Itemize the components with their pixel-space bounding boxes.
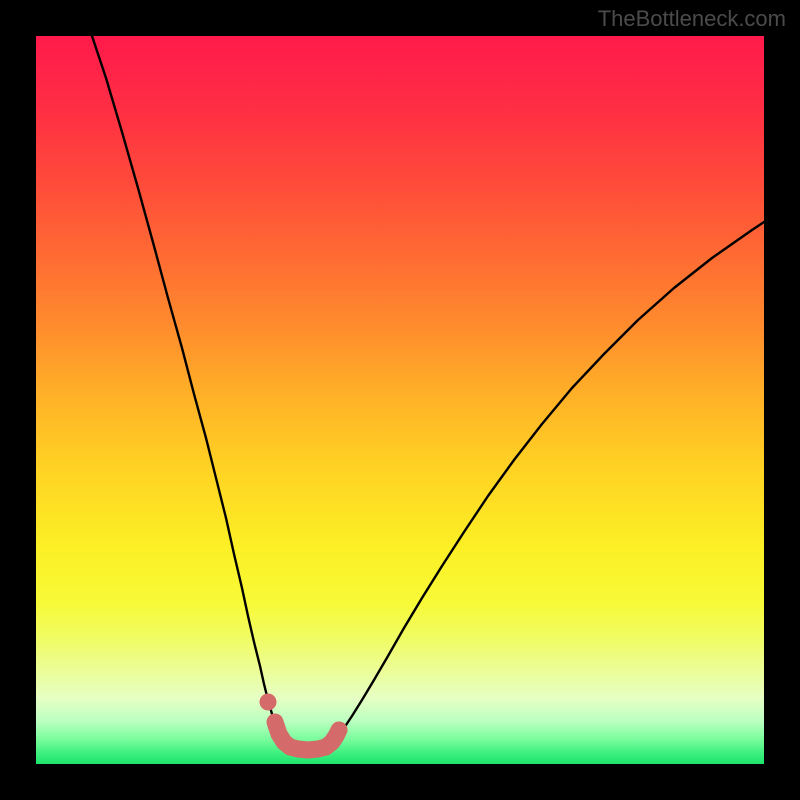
target-range-highlight	[275, 722, 339, 750]
bottleneck-curve	[92, 36, 764, 749]
watermark-text: TheBottleneck.com	[598, 6, 786, 32]
curve-overlay	[36, 36, 764, 764]
target-marker-dot	[260, 694, 277, 711]
chart-container: TheBottleneck.com	[0, 0, 800, 800]
plot-area	[36, 36, 764, 764]
